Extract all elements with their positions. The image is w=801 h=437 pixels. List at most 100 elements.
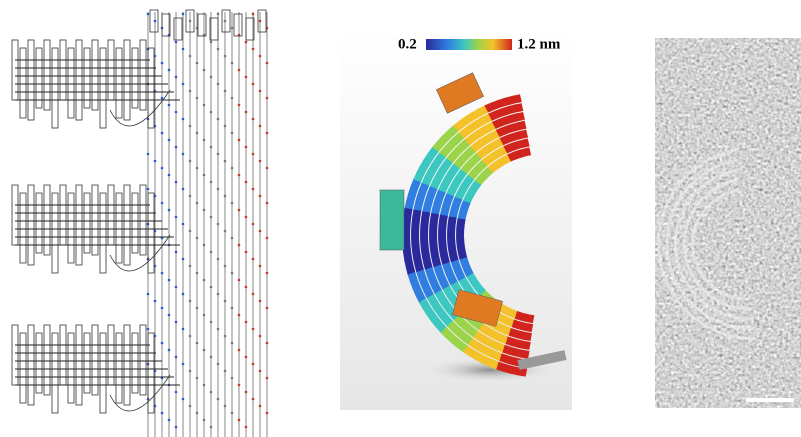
helix-segment: [416, 189, 427, 200]
staple-dot: [202, 68, 206, 72]
helix-segment: [484, 102, 495, 114]
helix-segment: [516, 321, 524, 331]
helix-segment: [494, 148, 503, 159]
staple-dot: [153, 19, 157, 23]
helix-segment: [474, 127, 485, 139]
helix-segment: [504, 133, 513, 144]
staple-dot: [188, 194, 192, 198]
staple-dot: [216, 327, 220, 331]
staple-dot: [230, 26, 234, 30]
staple-dot: [251, 47, 255, 51]
helix-segment: [439, 280, 451, 290]
staple-dot: [251, 117, 255, 121]
helix-segment: [431, 158, 442, 169]
helix-segment: [416, 269, 427, 280]
helix-segment: [459, 183, 469, 192]
helix-segment: [465, 146, 476, 157]
strand-box: [107, 324, 115, 386]
helix-segment: [519, 331, 527, 341]
helix-segment: [457, 213, 467, 221]
strand-box: [147, 332, 155, 414]
helix-segment: [477, 105, 489, 117]
staple-dot: [265, 376, 269, 380]
helix-segment: [457, 248, 467, 256]
helix-segment: [421, 176, 432, 187]
staple-dot: [237, 418, 241, 422]
helix-segment: [442, 262, 452, 271]
helix-segment: [435, 168, 446, 180]
helix-segment: [474, 176, 485, 186]
helix-segment: [442, 315, 454, 327]
strand-box: [139, 39, 147, 111]
helix-segment: [438, 220, 447, 228]
em-ring: [682, 178, 752, 311]
helix-segment: [508, 346, 518, 357]
staple-dot: [209, 145, 213, 149]
staple-dot: [265, 131, 269, 135]
helix-segment: [422, 204, 432, 214]
strand-box: [233, 13, 243, 37]
staple-dot: [174, 285, 178, 289]
staple-dot: [237, 278, 241, 282]
helix-segment: [460, 261, 471, 269]
helix-segment: [518, 120, 527, 130]
helix-segment: [514, 311, 522, 321]
helix-segment: [526, 323, 534, 333]
helix-segment: [423, 153, 435, 165]
staple-dot: [251, 82, 255, 86]
helix-segment: [521, 322, 529, 332]
helix-segment: [478, 334, 490, 345]
helix-segment: [429, 242, 438, 250]
helix-segment: [420, 242, 429, 251]
staple-dot: [265, 341, 269, 345]
staple-dot: [167, 313, 171, 317]
helix-segment: [471, 153, 482, 164]
helix-segment: [413, 202, 423, 212]
helix-segment: [486, 348, 497, 359]
helix-segment: [406, 193, 416, 204]
staple-dot: [202, 103, 206, 107]
staple-dot: [153, 299, 157, 303]
staple-dot: [216, 257, 220, 261]
helix-segment: [517, 367, 528, 377]
helix-segment: [431, 284, 443, 295]
strand-box: [185, 9, 195, 33]
helix-segment: [487, 164, 497, 174]
staple-dot: [181, 152, 185, 156]
helix-segment: [441, 300, 453, 311]
colorbar-max-label: 1.2 nm: [517, 36, 561, 52]
helix-segment: [411, 216, 421, 225]
helix-segment: [438, 163, 450, 174]
helix-segment: [451, 178, 462, 188]
staple-dot: [195, 411, 199, 415]
strand-box: [75, 324, 83, 406]
helix-segment: [509, 132, 518, 142]
helix-segment: [424, 170, 435, 181]
helix-segment: [423, 198, 434, 208]
helix-segment: [454, 192, 465, 201]
helix-segment: [434, 289, 446, 300]
helix-segment: [452, 120, 464, 133]
strand-box: [35, 332, 43, 394]
staple-dot: [223, 159, 227, 163]
staple-dot: [195, 96, 199, 100]
staple-dot: [181, 327, 185, 331]
strand-box: [27, 39, 35, 121]
helix-segment: [456, 244, 466, 251]
helix-segment: [502, 344, 512, 355]
helix-segment: [497, 116, 508, 127]
helix-segment: [447, 241, 456, 248]
helix-segment: [499, 353, 510, 364]
helix-segment: [403, 251, 413, 261]
strand-box: [99, 332, 107, 414]
helix-segment: [463, 323, 474, 334]
staple-dot: [237, 313, 241, 317]
helix-segment: [450, 281, 461, 291]
staple-dot: [251, 397, 255, 401]
staple-dot: [202, 313, 206, 317]
staple-dot: [209, 285, 213, 289]
strand-box: [43, 324, 51, 396]
helix-segment: [458, 209, 468, 217]
staple-dot: [146, 187, 150, 191]
staple-dot: [195, 306, 199, 310]
